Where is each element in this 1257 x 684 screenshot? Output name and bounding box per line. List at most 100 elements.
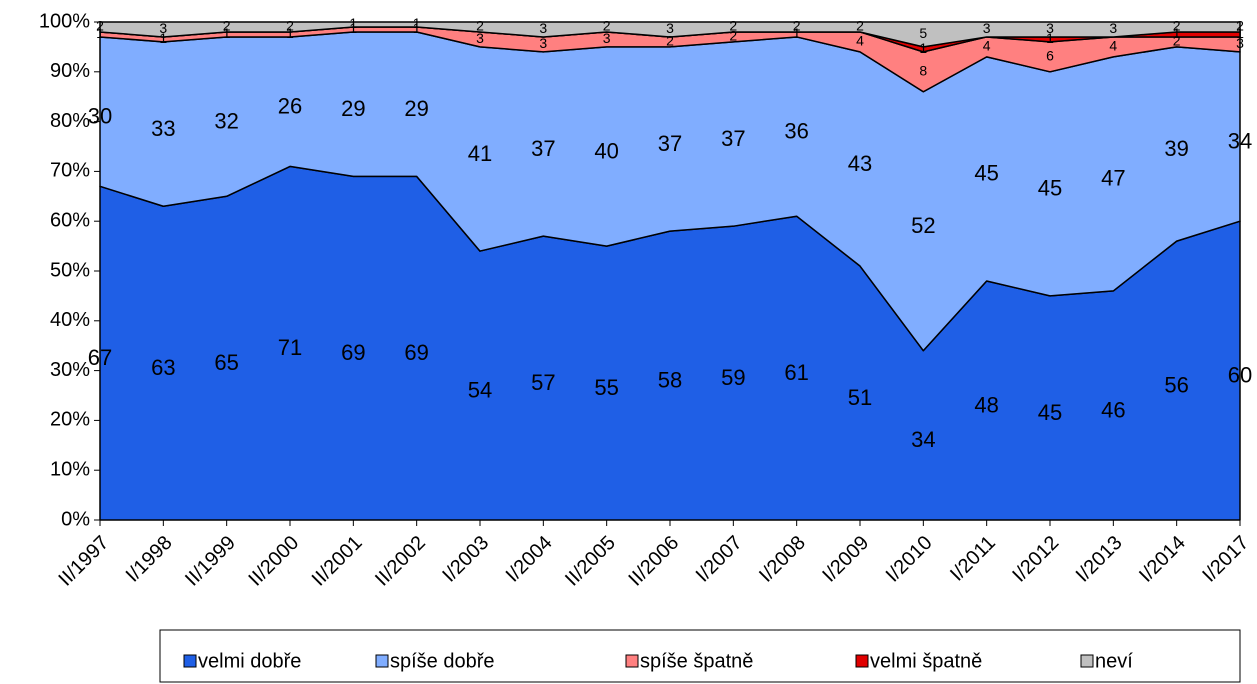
value-label: 61 (784, 360, 808, 385)
value-label: 34 (911, 427, 935, 452)
value-label: 58 (658, 367, 682, 392)
x-tick-label: II/2002 (371, 532, 430, 591)
value-label: 3 (666, 20, 674, 36)
value-label: 36 (784, 118, 808, 143)
value-label: 63 (151, 355, 175, 380)
x-tick-label: II/2001 (308, 532, 367, 591)
y-tick-label: 70% (50, 160, 90, 182)
value-label: 2 (856, 18, 864, 34)
x-tick-label: I/2012 (1008, 532, 1063, 587)
value-label: 2 (666, 33, 674, 49)
y-tick-label: 90% (50, 60, 90, 82)
area (99, 21, 1241, 48)
value-label: 32 (214, 108, 238, 133)
x-tick-label: II/1997 (54, 532, 113, 591)
value-label: 2 (476, 18, 484, 34)
value-label: 4 (1109, 38, 1117, 54)
legend-label: neví (1095, 650, 1133, 672)
value-label: 29 (404, 96, 428, 121)
value-label: 2 (1236, 18, 1244, 34)
value-label: 34 (1228, 128, 1252, 153)
value-label: 1 (223, 25, 231, 41)
value-label: 54 (468, 377, 492, 402)
value-label: 1 (1046, 30, 1054, 46)
value-label: 48 (974, 392, 998, 417)
value-label: 3 (1109, 20, 1117, 36)
value-label: 45 (974, 161, 998, 186)
value-label: 1 (286, 25, 294, 41)
x-tick-label: I/1998 (122, 532, 177, 587)
value-label: 60 (1228, 362, 1252, 387)
y-tick-label: 60% (50, 209, 90, 231)
value-label: 3 (1046, 20, 1054, 36)
value-label: 8 (919, 63, 927, 79)
value-label: 45 (1038, 400, 1062, 425)
x-tick-label: II/2006 (624, 532, 683, 591)
value-label: 65 (214, 350, 238, 375)
value-label: 1 (1173, 25, 1181, 41)
value-label: 2 (223, 18, 231, 34)
value-label: 69 (404, 340, 428, 365)
value-label: 46 (1101, 397, 1125, 422)
y-tick-label: 10% (50, 458, 90, 480)
value-label: 52 (911, 213, 935, 238)
value-label: 41 (468, 141, 492, 166)
value-label: 2 (286, 18, 294, 34)
value-label: 4 (856, 33, 864, 49)
value-label: 2 (729, 18, 737, 34)
value-label: 3 (603, 30, 611, 46)
value-label: 1 (919, 40, 927, 56)
x-tick-label: I/2009 (818, 532, 873, 587)
value-label: 3 (159, 20, 167, 36)
value-label: 45 (1038, 176, 1062, 201)
value-label: 5 (919, 25, 927, 41)
x-tick-label: I/2004 (502, 532, 557, 587)
value-label: 1 (349, 20, 357, 36)
value-label: 1 (349, 15, 357, 31)
value-label: 56 (1164, 372, 1188, 397)
value-label: 71 (278, 335, 302, 360)
x-tick-label: I/2010 (882, 532, 937, 587)
value-label: 3 (476, 30, 484, 46)
y-tick-label: 40% (50, 309, 90, 331)
value-label: 47 (1101, 166, 1125, 191)
legend-box (159, 629, 1241, 683)
legend-label: velmi špatně (870, 650, 982, 672)
value-label: 37 (531, 136, 555, 161)
legend-swatch (375, 654, 389, 668)
value-label: 1 (413, 20, 421, 36)
y-tick-label: 20% (50, 409, 90, 431)
value-label: 69 (341, 340, 365, 365)
x-tick-label: II/2005 (561, 532, 620, 591)
x-tick-label: I/2017 (1198, 532, 1253, 587)
value-label: 1 (1236, 25, 1244, 41)
legend-swatch (625, 654, 639, 668)
y-tick-label: 0% (61, 508, 90, 530)
x-tick-label: I/2003 (438, 532, 493, 587)
value-label: 26 (278, 93, 302, 118)
value-label: 2 (603, 18, 611, 34)
value-label: 37 (721, 126, 745, 151)
value-label: 51 (848, 385, 872, 410)
value-label: 3 (1236, 35, 1244, 51)
value-label: 6 (1046, 48, 1054, 64)
value-label: 2 (729, 28, 737, 44)
value-label: 55 (594, 375, 618, 400)
x-tick-label: II/1999 (181, 532, 240, 591)
value-label: 33 (151, 116, 175, 141)
value-label: 3 (983, 20, 991, 36)
x-tick-label: II/2000 (244, 532, 303, 591)
legend-swatch (1080, 654, 1094, 668)
value-label: 57 (531, 370, 555, 395)
value-label: 1 (793, 25, 801, 41)
value-label: 43 (848, 151, 872, 176)
x-tick-label: I/2013 (1072, 532, 1127, 587)
value-label: 2 (1173, 18, 1181, 34)
legend-label: spíše dobře (390, 650, 495, 672)
value-label: 3 (539, 20, 547, 36)
y-tick-label: 30% (50, 359, 90, 381)
x-tick-label: I/2007 (692, 532, 747, 587)
x-tick-label: I/2008 (755, 532, 810, 587)
x-tick-label: I/2011 (946, 532, 1000, 586)
